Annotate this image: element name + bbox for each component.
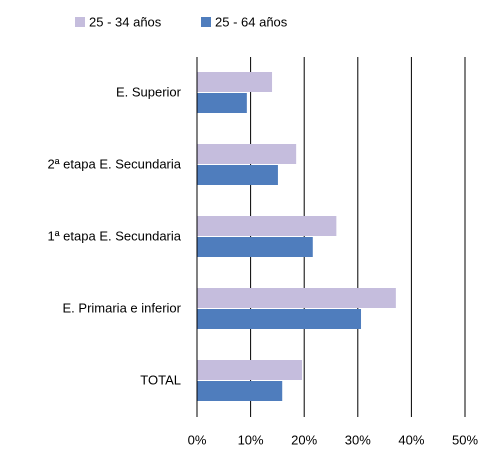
bar (197, 144, 297, 164)
bar (197, 216, 337, 236)
x-tick-label: 0% (188, 432, 207, 447)
x-tick-label: 20% (291, 432, 317, 447)
legend-swatch (201, 17, 211, 27)
bar (197, 309, 362, 329)
legend-label: 25 - 64 años (215, 14, 288, 29)
bar (197, 288, 396, 308)
bar (197, 165, 278, 185)
y-tick-label: 1ª etapa E. Secundaria (48, 228, 182, 243)
y-tick-label: E. Superior (116, 84, 182, 99)
x-tick-label: 10% (238, 432, 264, 447)
x-tick-label: 50% (452, 432, 478, 447)
x-tick-label: 30% (345, 432, 371, 447)
bar (197, 72, 273, 92)
y-tick-label: TOTAL (140, 372, 181, 387)
legend-label: 25 - 34 años (89, 14, 162, 29)
bar (197, 360, 303, 380)
y-tick-label: E. Primaria e inferior (63, 300, 182, 315)
bar (197, 93, 247, 113)
x-tick-label: 40% (398, 432, 424, 447)
y-tick-label: 2ª etapa E. Secundaria (48, 156, 182, 171)
bar (197, 381, 283, 401)
bar (197, 237, 313, 257)
legend-swatch (75, 17, 85, 27)
